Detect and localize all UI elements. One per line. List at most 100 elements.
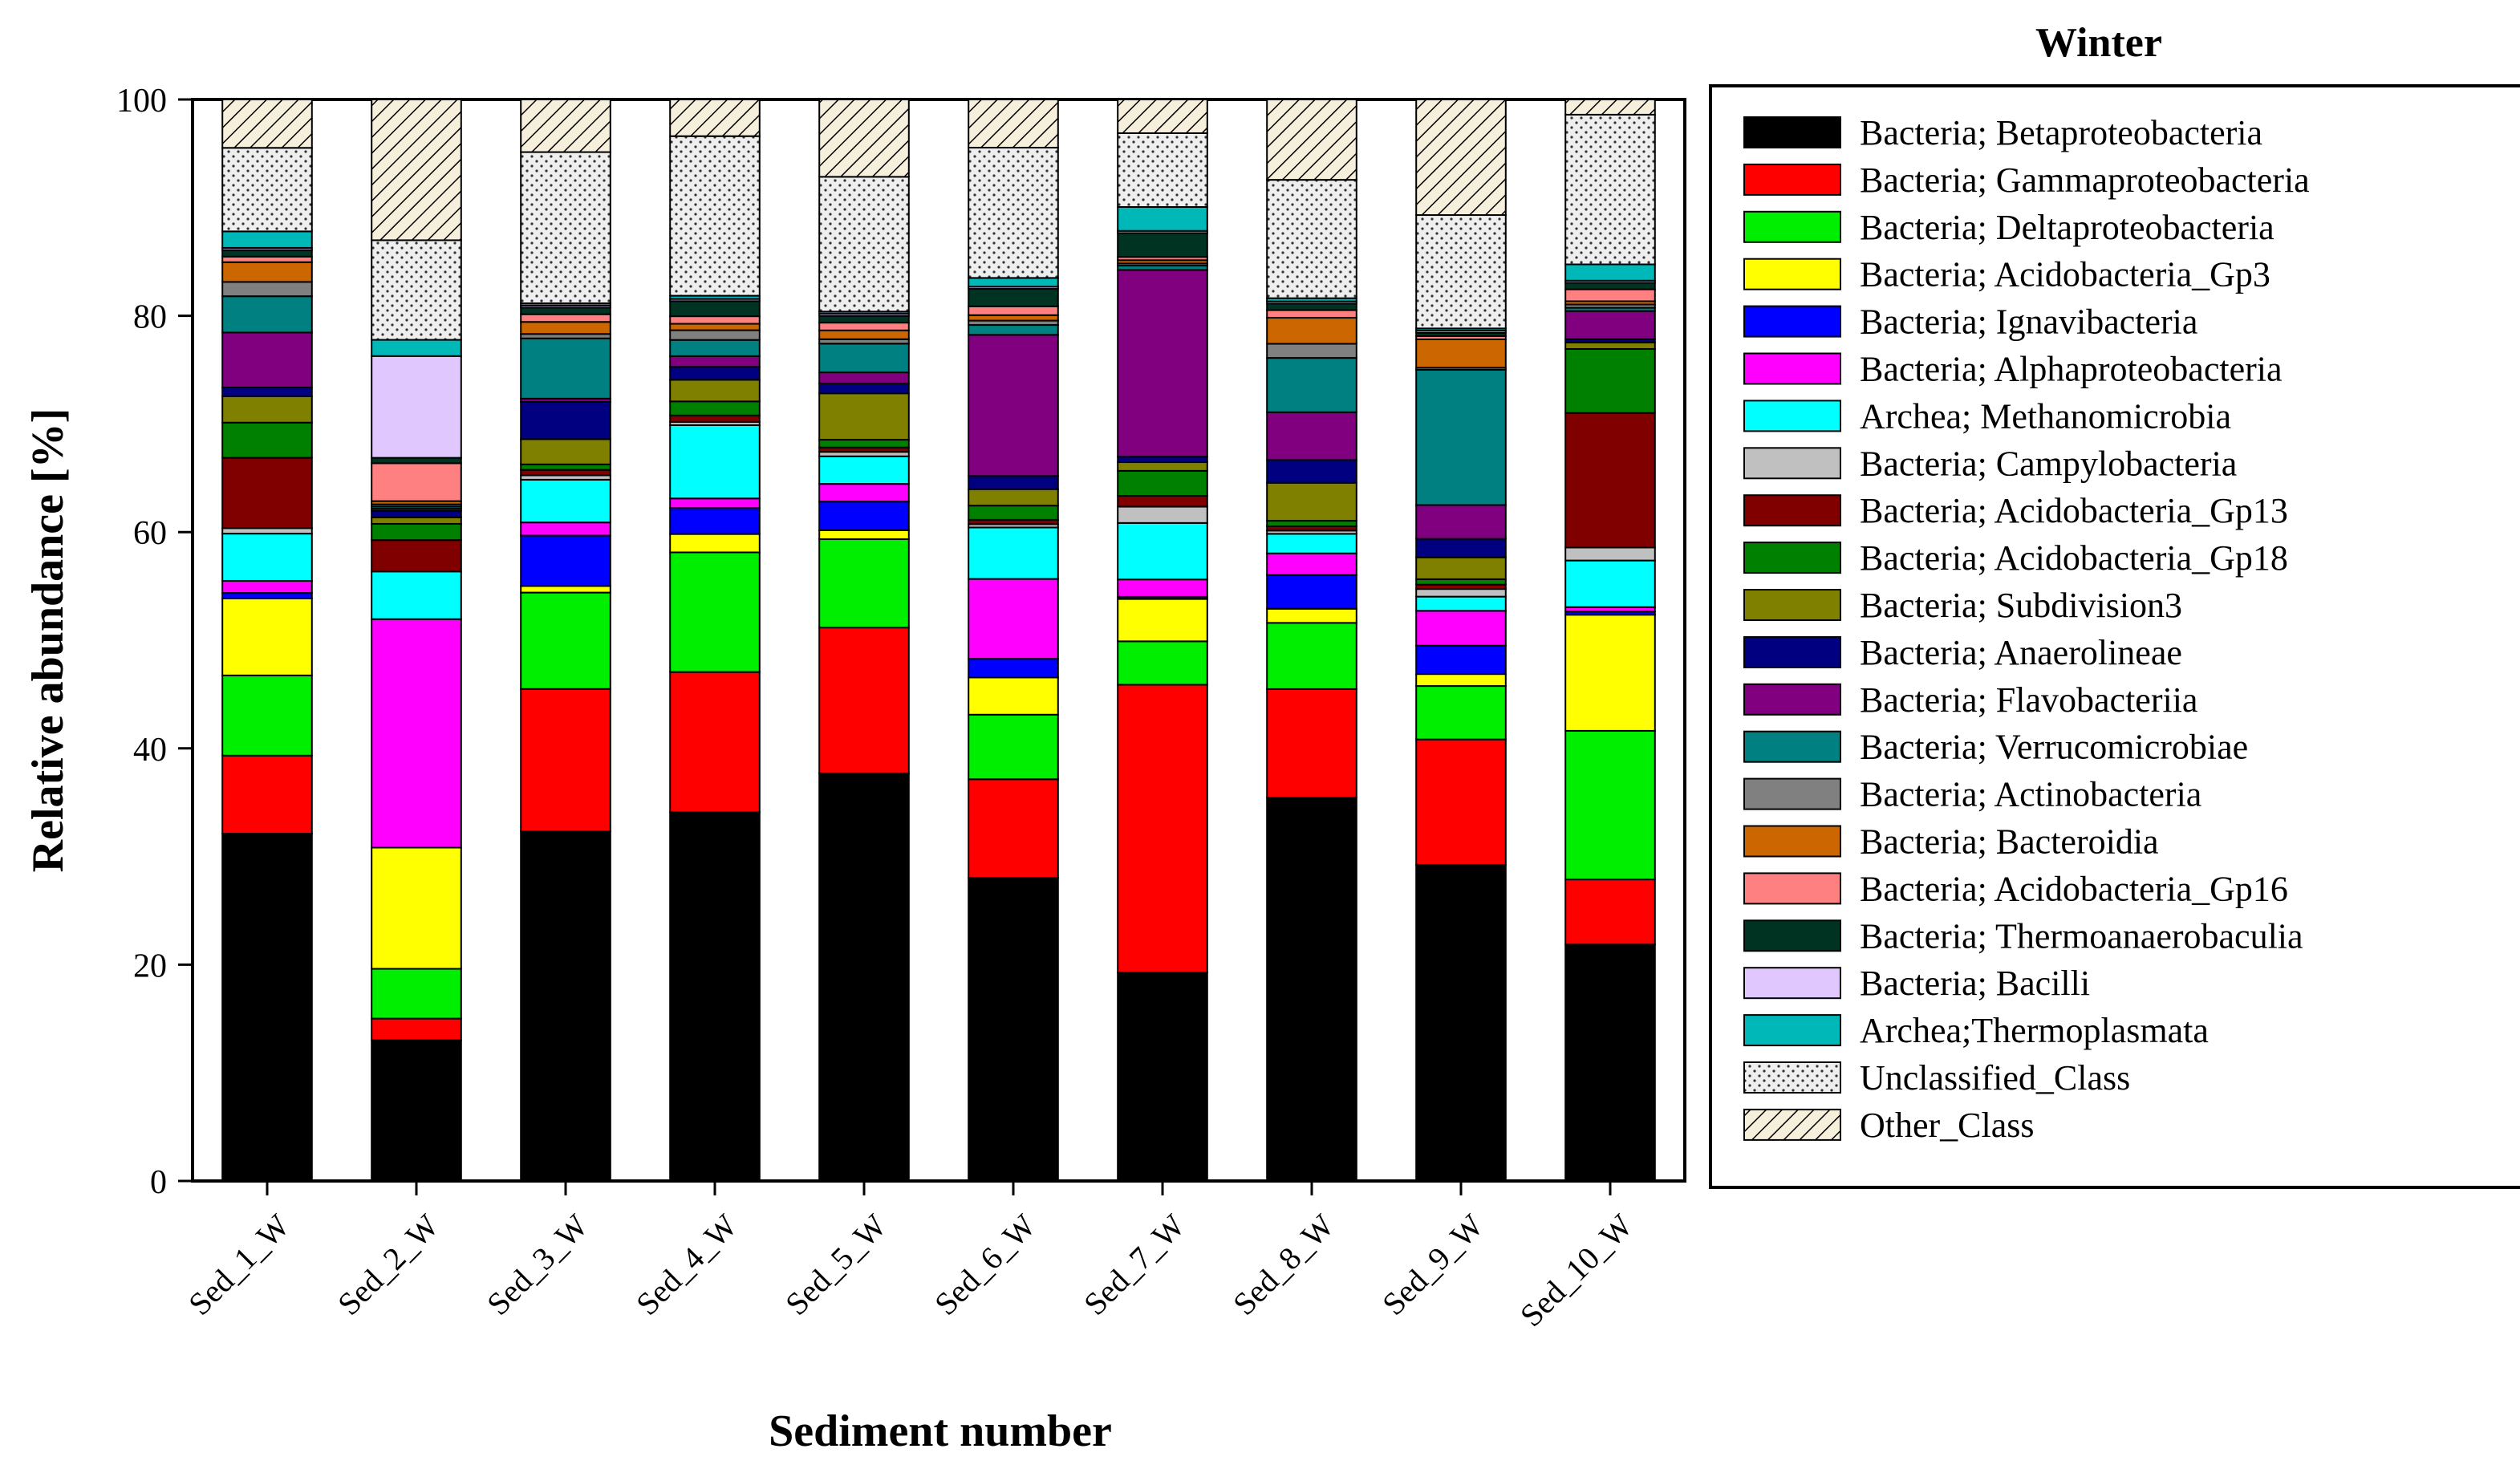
bar-segment: [669, 135, 761, 297]
bar-segment: [1564, 282, 1656, 290]
bar-segment: [669, 400, 761, 416]
legend-label: Bacteria; Betaproteobacteria: [1860, 113, 2262, 152]
bar-segment: [968, 475, 1059, 490]
legend-swatch: [1743, 919, 1841, 952]
legend-swatch: [1743, 872, 1841, 905]
bar-segment: [1415, 556, 1507, 580]
bar-segment: [968, 334, 1059, 477]
bar-segment: [371, 462, 462, 502]
bar-segment: [221, 331, 313, 388]
bar-segment: [520, 688, 611, 833]
bar-segment: [968, 778, 1059, 879]
bar-segment: [1117, 469, 1208, 497]
bar-segment: [221, 580, 313, 594]
x-axis: Sed_1_W Sed_2_W Sed_3_W Sed_4_W Sed_5_W Sed_6…: [181, 1207, 1640, 1333]
bar-segment: [1564, 341, 1656, 350]
bar-segment: [520, 521, 611, 537]
bar-segment: [520, 585, 611, 594]
bar-segment: [1564, 546, 1656, 562]
legend-label: Bacteria; Verrucomicrobiae: [1860, 728, 2248, 767]
legend-label: Archea; Methanomicrobia: [1860, 396, 2231, 436]
bar-segment: [818, 529, 910, 541]
bar-segment: [968, 526, 1059, 580]
bar-segment: [1266, 574, 1357, 610]
bar-segment: [968, 676, 1059, 716]
bar-segment: [1266, 99, 1357, 181]
bar-segment: [669, 315, 761, 325]
x-tick-label: Sed_4_W: [629, 1207, 745, 1322]
bar-segment: [1117, 578, 1208, 598]
bar-segment: [1117, 461, 1208, 472]
bar-segment: [669, 811, 761, 1182]
bar-segment: [669, 497, 761, 509]
bar-segment: [1564, 113, 1656, 266]
bar-segment: [520, 591, 611, 690]
bar-segment: [221, 527, 313, 535]
bar-segment: [1415, 673, 1507, 688]
bar-segment: [1564, 614, 1656, 732]
bar-segment: [1266, 533, 1357, 554]
legend-label: Other_Class: [1860, 1106, 2035, 1145]
bar-segment: [520, 469, 611, 477]
bar-segment: [1117, 456, 1208, 464]
bar-segment: [1415, 99, 1507, 217]
bar-segment: [818, 772, 910, 1182]
legend-swatch: [1743, 777, 1841, 810]
bar-segment: [1564, 347, 1656, 414]
bar-segment: [520, 151, 611, 305]
bar-segment: [221, 754, 313, 835]
legend-frame: [1709, 84, 2520, 1189]
bar-segment: [520, 830, 611, 1182]
legend-swatch: [1743, 1108, 1841, 1141]
x-tick-label: Sed_8_W: [1226, 1207, 1341, 1322]
y-axis: 0 20 40 60 80 100: [116, 83, 193, 1201]
bar-segment: [1415, 863, 1507, 1182]
bar-segment: [968, 877, 1059, 1183]
y-tick-label: 60: [133, 515, 167, 552]
bar-segment: [669, 366, 761, 381]
x-tick-label: Sed_5_W: [778, 1207, 894, 1322]
bar-segment: [1117, 269, 1208, 458]
y-tick-label: 0: [150, 1164, 167, 1201]
bar-segment: [221, 147, 313, 233]
bar-segment: [371, 355, 462, 459]
legend-label: Bacteria; Acidobacteria_Gp16: [1860, 869, 2288, 908]
bar-segment: [221, 674, 313, 757]
y-axis-label: Relative abundance [%]: [23, 408, 73, 873]
bar-segment: [818, 176, 910, 313]
bar-segment: [1117, 99, 1208, 134]
legend-label: Bacteria; Bacilli: [1860, 964, 2090, 1003]
bar-segment: [968, 147, 1059, 279]
bar-segment: [1564, 412, 1656, 549]
bar-segment: [669, 671, 761, 814]
legend-swatch: [1743, 635, 1841, 668]
bar-segment: [221, 281, 313, 298]
legend-label: Bacteria; Ignavibacteria: [1860, 302, 2197, 342]
x-axis-label: Sediment number: [769, 1406, 1112, 1456]
legend-label: Bacteria; Acidobacteria_Gp13: [1860, 491, 2288, 530]
bar-segment: [1266, 317, 1357, 345]
bar-segment: [818, 371, 910, 384]
bar-segment: [520, 534, 611, 587]
bar-segment: [371, 239, 462, 341]
x-tick-label: Sed_9_W: [1375, 1207, 1491, 1322]
legend-swatch: [1743, 589, 1841, 621]
legend-swatch: [1743, 258, 1841, 290]
y-tick-label: 100: [116, 83, 167, 120]
bar-segment: [371, 99, 462, 241]
bar-segment: [520, 99, 611, 153]
bar-segment: [669, 300, 761, 318]
legend-label: Bacteria; Campylobacteria: [1860, 444, 2237, 483]
bar-segment: [1564, 288, 1656, 302]
bar-segment: [1117, 640, 1208, 686]
legend: Bacteria; Betaproteobacteria Bacteria; Ga…: [1743, 113, 2310, 1145]
bar-segment: [968, 713, 1059, 781]
bar-segment: [371, 339, 462, 357]
bar-segment: [1415, 538, 1507, 558]
x-tick-label: Sed_6_W: [927, 1207, 1043, 1322]
bar-segment: [371, 457, 462, 465]
bar-segment: [520, 306, 611, 315]
bar-segment: [1564, 263, 1656, 282]
bar-segment: [1564, 879, 1656, 946]
x-tick-label: Sed_3_W: [480, 1207, 595, 1322]
